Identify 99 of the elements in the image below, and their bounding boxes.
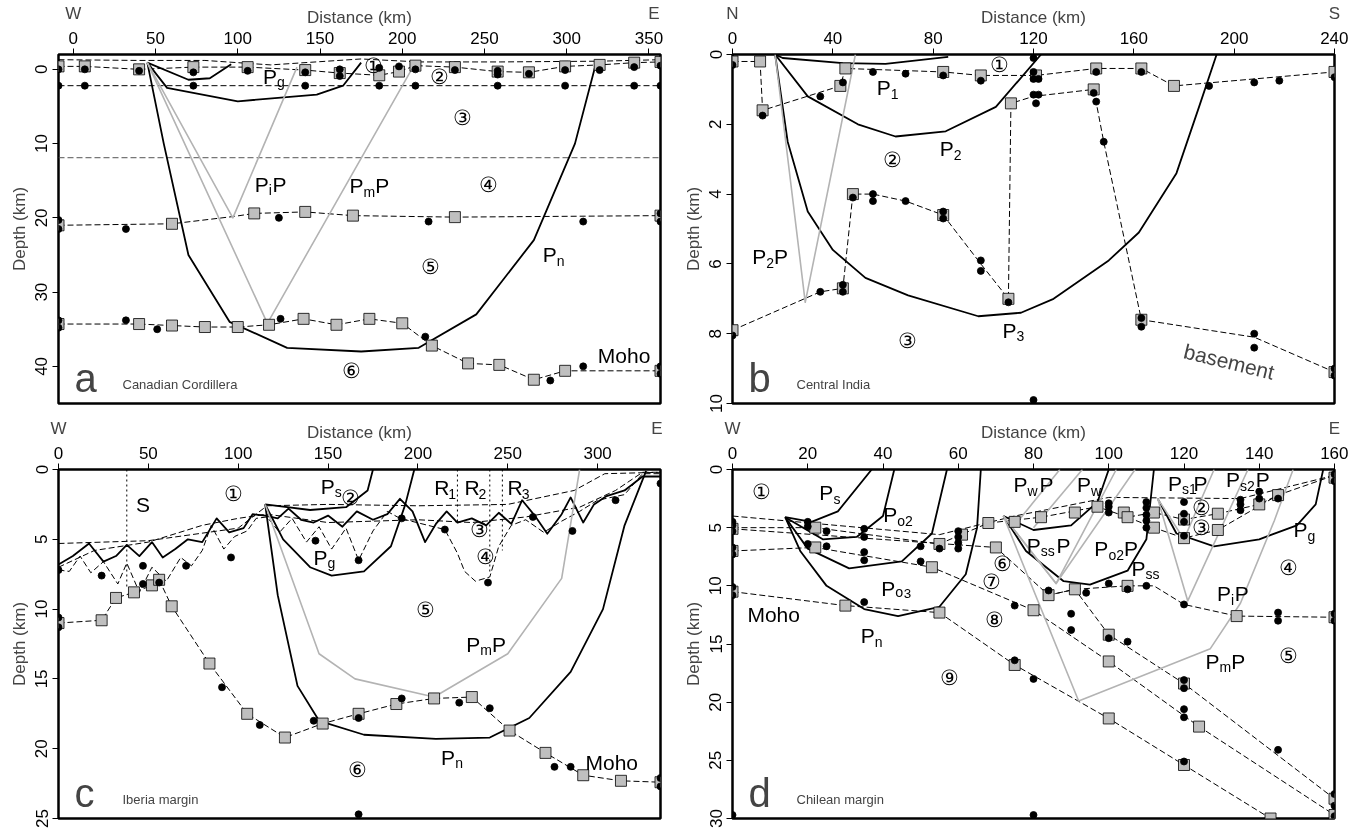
annotation: ③ bbox=[470, 518, 490, 542]
x-tick-label: 120 bbox=[1019, 28, 1048, 48]
annotation: ② bbox=[429, 65, 449, 89]
annotation: ③ bbox=[897, 329, 917, 353]
annotation: ⑥ bbox=[348, 758, 368, 782]
y-tick-label: 0 bbox=[32, 464, 52, 475]
x-tick-label: 200 bbox=[1219, 28, 1249, 48]
annotation: ③ bbox=[452, 106, 472, 130]
text: Canadian Cordillera bbox=[122, 376, 239, 392]
annotation: ⑧ bbox=[985, 608, 1005, 632]
y-tick-label: 40 bbox=[32, 356, 52, 376]
x-tick-label: 140 bbox=[1245, 443, 1274, 463]
annotation: Pₒ₃ bbox=[881, 576, 912, 600]
text: Iberia margin bbox=[122, 791, 199, 807]
x-tick-label: 50 bbox=[138, 443, 158, 463]
x-tick-label: 60 bbox=[948, 443, 968, 463]
x-tick-label: 0 bbox=[68, 28, 79, 48]
x-tick-label: 150 bbox=[313, 443, 343, 463]
x-tick-label: 80 bbox=[1024, 443, 1043, 463]
y-tick-label: 20 bbox=[32, 739, 52, 759]
y-tick-label: 20 bbox=[32, 208, 52, 228]
y-tick-label: 5 bbox=[706, 522, 726, 533]
x-tick-label: 300 bbox=[552, 28, 581, 48]
x-tick-label: 150 bbox=[305, 28, 335, 48]
x-tick-label: 120 bbox=[1169, 443, 1199, 463]
y-tick-label: 10 bbox=[32, 134, 52, 154]
x-tick-label: 200 bbox=[388, 28, 417, 48]
text: d bbox=[748, 770, 771, 815]
x-tick-label: 50 bbox=[146, 28, 166, 48]
y-tick-label: 30 bbox=[32, 282, 52, 302]
x-tick-label: 250 bbox=[493, 443, 522, 463]
text: S bbox=[1328, 3, 1341, 23]
text: a bbox=[74, 355, 98, 400]
x-tick-label: 40 bbox=[873, 443, 893, 463]
y-tick-label: 25 bbox=[706, 750, 726, 770]
y-axis-title: Depth (km) bbox=[9, 186, 29, 272]
y-tick-label: 0 bbox=[706, 49, 726, 60]
annotation: ② bbox=[882, 147, 902, 171]
y-axis-title: Depth (km) bbox=[683, 186, 703, 272]
x-axis-title: Distance (km) bbox=[981, 422, 1086, 442]
annotation: Moho bbox=[747, 603, 800, 627]
annotation: ④ bbox=[478, 172, 498, 196]
x-tick-label: 100 bbox=[223, 28, 252, 48]
x-tick-label: 300 bbox=[583, 443, 612, 463]
y-tick-label: 20 bbox=[706, 692, 726, 712]
x-tick-label: 80 bbox=[923, 28, 943, 48]
text: E bbox=[1328, 418, 1341, 438]
annotation: ④ bbox=[1278, 555, 1298, 579]
y-tick-label: 5 bbox=[32, 534, 52, 545]
y-tick-label: 2 bbox=[706, 119, 726, 130]
annotation: ⑤ bbox=[421, 254, 441, 278]
text: c bbox=[74, 770, 95, 815]
annotation: S bbox=[135, 492, 150, 516]
y-tick-label: 10 bbox=[706, 576, 726, 596]
y-axis-title: Depth (km) bbox=[683, 601, 703, 687]
text: Central India bbox=[796, 376, 871, 392]
text: W bbox=[50, 418, 67, 438]
annotation: ⑥ bbox=[342, 358, 362, 382]
annotation: ① bbox=[752, 480, 772, 504]
annotation: ⑨ bbox=[940, 666, 960, 690]
text: E bbox=[651, 418, 663, 438]
text: b bbox=[748, 355, 771, 400]
text: Chilean margin bbox=[796, 791, 884, 807]
x-tick-label: 350 bbox=[634, 28, 664, 48]
text: E bbox=[648, 3, 660, 23]
y-tick-label: 6 bbox=[706, 259, 726, 269]
x-tick-label: 40 bbox=[823, 28, 843, 48]
y-tick-label: 10 bbox=[706, 394, 726, 413]
x-tick-label: 100 bbox=[224, 443, 253, 463]
y-tick-label: 0 bbox=[706, 464, 726, 475]
x-tick-label: 20 bbox=[798, 443, 818, 463]
x-axis-title: Distance (km) bbox=[307, 422, 412, 442]
annotation: Moho bbox=[597, 343, 651, 367]
annotation: ⑤ bbox=[1278, 644, 1298, 668]
y-tick-label: 15 bbox=[706, 634, 726, 654]
y-tick-label: 25 bbox=[32, 809, 52, 828]
y-tick-label: 4 bbox=[706, 189, 726, 199]
text: W bbox=[65, 3, 82, 23]
y-tick-label: 30 bbox=[706, 809, 726, 828]
y-tick-label: 0 bbox=[32, 64, 52, 75]
x-tick-label: 250 bbox=[470, 28, 499, 48]
x-axis-title: Distance (km) bbox=[307, 7, 412, 27]
text: N bbox=[726, 3, 739, 23]
y-axis-title: Depth (km) bbox=[9, 601, 29, 687]
annotation: Moho bbox=[585, 751, 639, 775]
y-tick-label: 15 bbox=[32, 669, 52, 689]
annotation: ④ bbox=[475, 544, 495, 568]
text: W bbox=[724, 418, 741, 438]
x-tick-label: 100 bbox=[1094, 443, 1123, 463]
annotation: ① bbox=[224, 481, 244, 505]
annotation: ① bbox=[990, 53, 1010, 77]
x-axis-title: Distance (km) bbox=[981, 7, 1086, 27]
x-tick-label: 240 bbox=[1320, 28, 1348, 48]
x-tick-label: 200 bbox=[403, 443, 433, 463]
x-tick-label: 160 bbox=[1320, 443, 1348, 463]
y-tick-label: 10 bbox=[32, 599, 52, 619]
annotation: ⑤ bbox=[416, 597, 436, 621]
y-tick-label: 8 bbox=[706, 328, 726, 339]
x-tick-label: 160 bbox=[1119, 28, 1149, 48]
